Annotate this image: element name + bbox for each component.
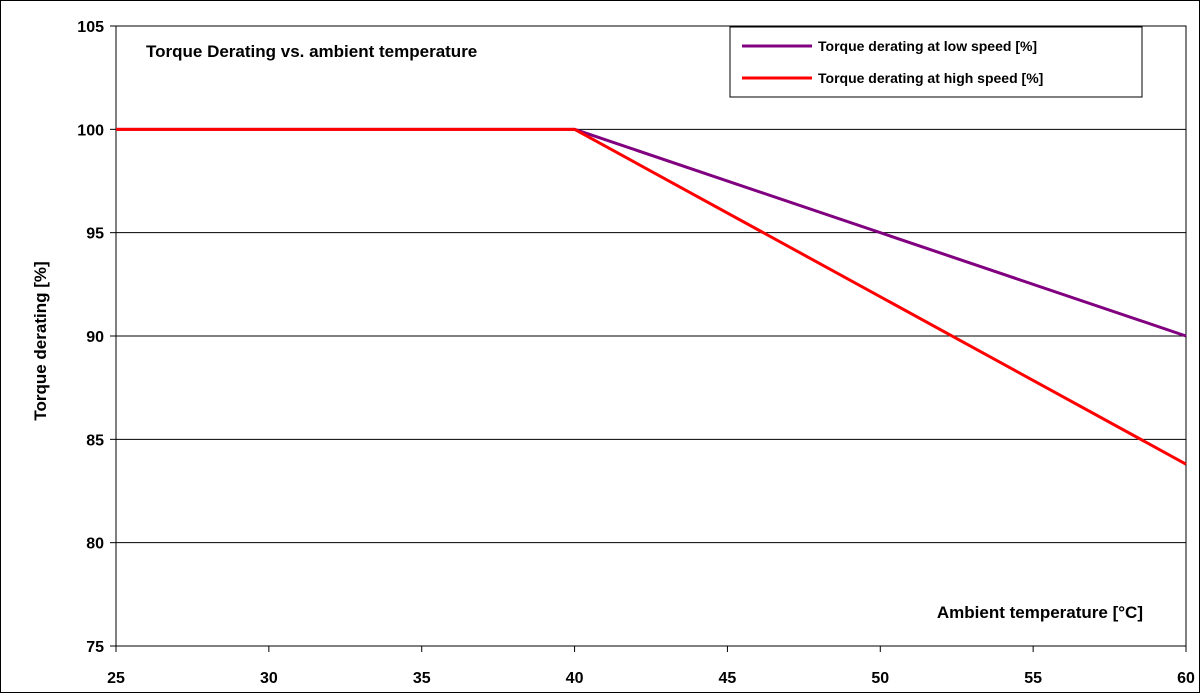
x-tick-label: 35 — [413, 670, 431, 687]
series-lines — [116, 127, 1187, 466]
x-tick-label: 25 — [107, 670, 125, 687]
y-tick-label: 90 — [86, 329, 104, 346]
legend-label-high-speed: Torque derating at high speed [%] — [818, 70, 1043, 86]
axis-ticks — [110, 25, 1187, 652]
legend-box — [729, 26, 1143, 98]
x-tick-label: 55 — [1024, 670, 1042, 687]
legend: Torque derating at low speed [%] Torque … — [729, 26, 1143, 98]
x-tick-label: 30 — [260, 670, 278, 687]
y-tick-labels: 75 80 85 90 95 100 105 — [77, 19, 104, 656]
x-tick-label: 45 — [719, 670, 737, 687]
x-tick-label: 50 — [871, 670, 889, 687]
y-tick-label: 80 — [86, 536, 104, 553]
y-tick-label: 75 — [86, 639, 104, 656]
y-tick-label: 100 — [77, 122, 104, 139]
y-tick-label: 95 — [86, 226, 104, 243]
y-tick-label: 105 — [77, 19, 104, 36]
series-line-high-speed — [116, 127, 1187, 466]
y-tick-label: 85 — [86, 432, 104, 449]
x-tick-labels: 25 30 35 40 45 50 55 60 — [107, 670, 1195, 687]
x-tick-label: 60 — [1177, 670, 1195, 687]
legend-label-low-speed: Torque derating at low speed [%] — [818, 38, 1037, 54]
x-tick-label: 40 — [566, 670, 584, 687]
y-axis-title: Torque derating [%] — [31, 261, 50, 420]
x-axis-title: Ambient temperature [°C] — [937, 603, 1143, 622]
chart-title: Torque Derating vs. ambient temperature — [146, 42, 477, 61]
